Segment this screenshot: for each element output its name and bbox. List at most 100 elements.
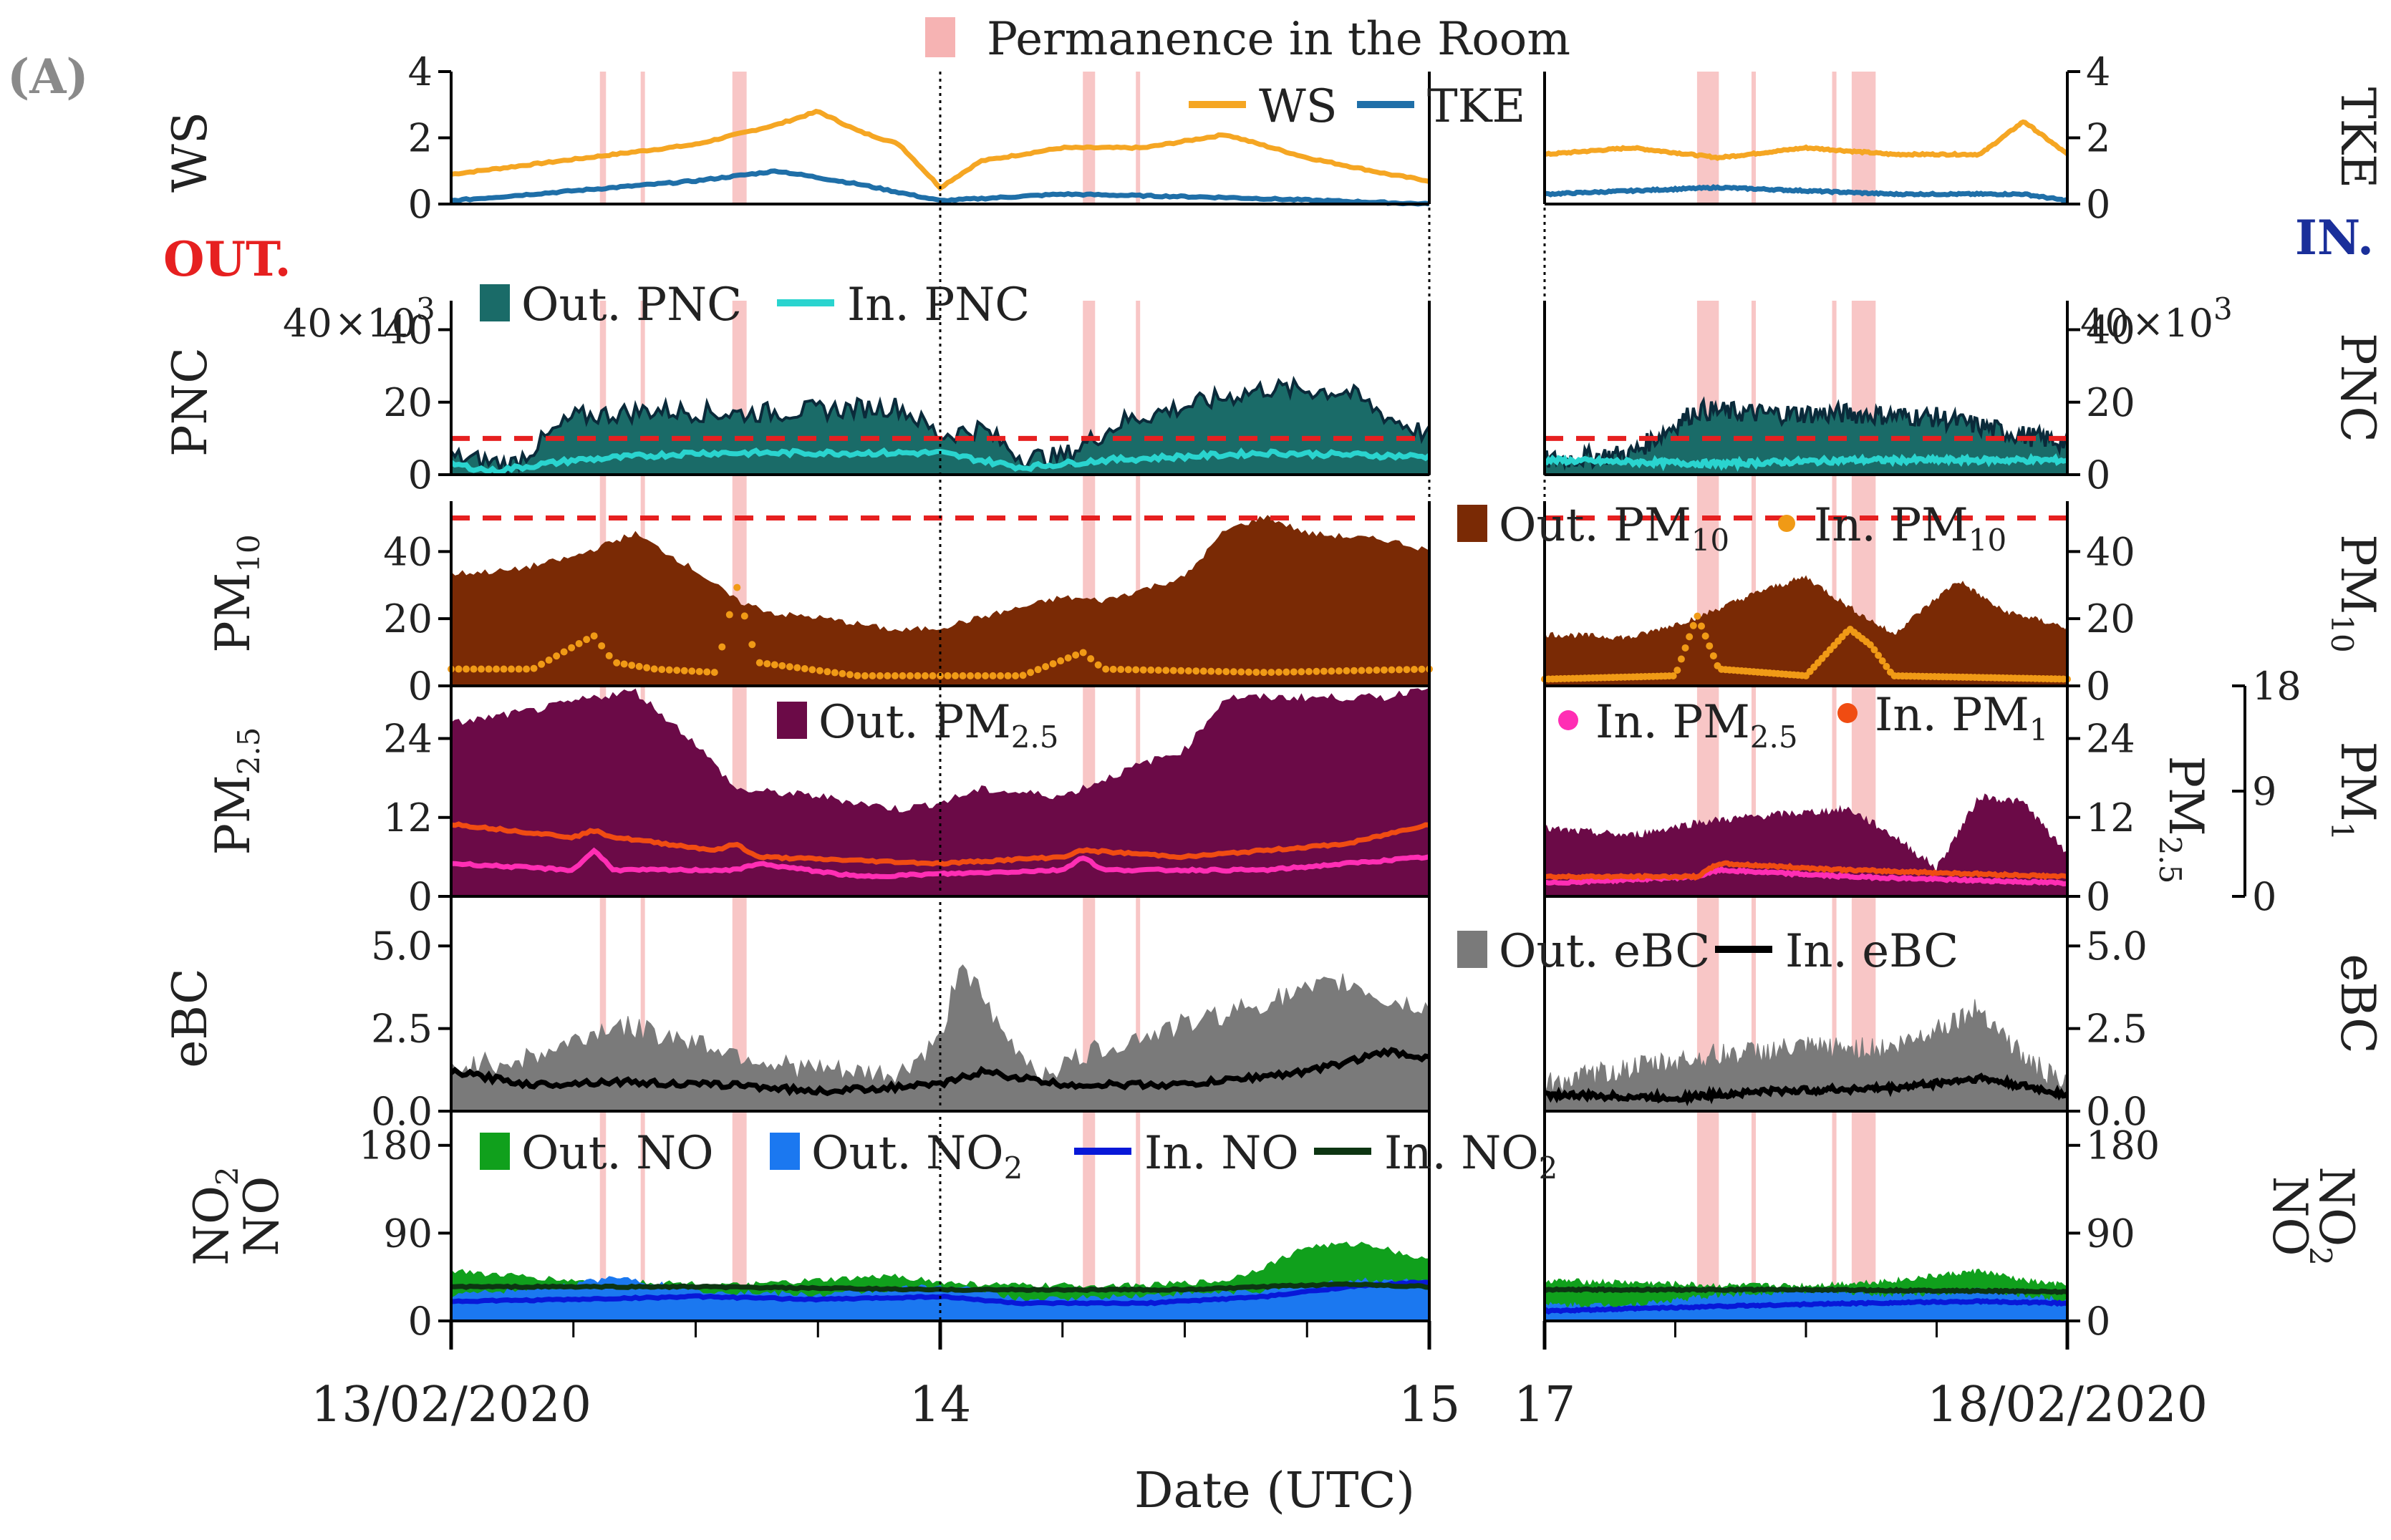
series-pm10-1-clipL-pt	[710, 669, 718, 677]
ytick-label-pnc-1: 20	[383, 380, 433, 425]
series-pm10-1-clipL-pt	[598, 642, 606, 650]
ylabel-right-ebc: eBC	[2330, 954, 2385, 1053]
pnc-mult-1: ×103	[2132, 291, 2233, 346]
legend-label-pm10-1: In. PM10	[1814, 499, 2006, 558]
ytick-label-pm10-1: 20	[383, 596, 433, 641]
series-pm10-1-clipL-pt	[515, 665, 523, 673]
ytick-right-label-ws-0: 0	[2086, 182, 2110, 227]
series-pm10-1-clipL-pt	[1252, 668, 1260, 676]
series-pm10-0-clipR	[1545, 575, 2067, 687]
ytick-right-label-pnc-0: 0	[2086, 452, 2110, 498]
series-pm10-1-clipR-pt	[1875, 652, 1883, 659]
ytick-label-ebc-0: 0.0	[371, 1089, 433, 1134]
series-pm10-1-clipL-pt	[899, 672, 907, 679]
ytick-right-label-no-1: 90	[2086, 1211, 2135, 1256]
series-pm10-1-clipL-pt	[959, 672, 967, 679]
xtick-label-1: 14	[909, 1377, 972, 1433]
series-pm10-1-clipL-pt	[733, 583, 741, 591]
series-pm10-1-clipL-pt	[478, 665, 486, 673]
series-pm10-1-clipL-pt	[1109, 665, 1117, 673]
series-pm10-1-clipL-pt	[1154, 667, 1162, 674]
series-pm10-1-clipL-pt	[1019, 672, 1027, 679]
series-pm10-1-clipL-pt	[914, 672, 922, 679]
series-pm10-1-clipL-pt	[650, 665, 658, 673]
series-pm10-1-clipL-pt	[560, 648, 568, 656]
ytick-right-label-no-2: 180	[2086, 1123, 2160, 1168]
series-pm10-1-clipL-pt	[1343, 667, 1351, 674]
series-pm25-1-clipR	[1545, 866, 2067, 887]
permanence-band-6-1	[1751, 301, 1757, 1321]
xtick-label-2: 15	[1399, 1377, 1461, 1433]
series-pm10-1-clipL-pt	[1237, 668, 1245, 676]
legend-label-ws-1: TKE	[1427, 80, 1525, 133]
ytick-right-label-no-0: 0	[2086, 1299, 2110, 1344]
series-pm10-1-clipL-pt	[1072, 651, 1080, 659]
series-pm10-1-clipL-pt	[967, 672, 975, 679]
permanence-band-8-0	[1851, 72, 1876, 204]
permanence-band-2-0	[732, 72, 747, 204]
ytick-pm1-label-1: 9	[2252, 769, 2276, 814]
ylabel-pnc: PNC	[163, 347, 218, 457]
xtick-label-0: 13/02/2020	[311, 1377, 591, 1433]
permanence-band-7-1	[1832, 301, 1837, 1321]
series-pm10-1-clipL-pt	[1064, 654, 1072, 662]
legend-marker-pm10-1	[1778, 515, 1795, 532]
series-pm10-1-clipL-pt	[1380, 666, 1388, 674]
axes-frames	[438, 70, 2246, 1350]
series-pm10-1-clipL-pt	[1042, 663, 1050, 671]
legend-label-pnc-1: In. PNC	[847, 279, 1030, 331]
series-pm10-1-clipL-pt	[695, 667, 703, 675]
legend-marker-no-1	[770, 1133, 800, 1170]
series-pm10-1-clipL-pt	[1057, 657, 1065, 665]
series-pm10-1-clipL-pt	[1184, 667, 1192, 674]
series-pm10-1-clipL-pt	[763, 660, 771, 668]
ytick-right-label-ws-2: 4	[2086, 49, 2110, 95]
ytick-label-pm25-1: 12	[383, 795, 433, 841]
series-pm10-1-clipR-pt	[1669, 672, 1677, 679]
series-no-2-clipR	[1545, 1298, 2067, 1315]
series-pm10-1-clipL-pt	[628, 662, 636, 669]
legend-marker-pm25-1	[1558, 710, 1578, 730]
series-ebc-0-clipR	[1545, 999, 2067, 1112]
legend-label-no-0: Out. NO	[521, 1127, 714, 1180]
ylabel-ws: WS	[163, 112, 218, 193]
ytick-label-pm25-2: 24	[383, 717, 433, 762]
series-pm10-1-clipL-pt	[771, 661, 778, 669]
top-legend-swatch	[925, 17, 955, 57]
xtick-label-4: 18/02/2020	[1927, 1377, 2208, 1433]
ytick-right-label-ebc-0: 0.0	[2086, 1089, 2148, 1134]
series-pm10-1-clipL-pt	[643, 664, 651, 672]
series-pm10-1-clipL-pt	[1335, 667, 1343, 675]
series-pm10-1-clipL-pt	[1350, 667, 1358, 674]
series-pm10-1-clipL-pt	[997, 672, 1005, 679]
series-pm10-1-clipL-pt	[718, 643, 726, 651]
series-pm10-1-clipL-pt	[1139, 666, 1147, 674]
series-pm10-1-clipL-pt	[1328, 667, 1335, 675]
series-pm10-1-clipL-pt	[876, 672, 884, 679]
ytick-label-pm25-0: 0	[408, 874, 433, 919]
series-pm10-1-clipL-pt	[620, 660, 628, 668]
ytick-label-ws-2: 4	[408, 49, 433, 95]
legend-marker-pm25-2	[1837, 703, 1858, 723]
ylabel-right2-pm25: PM1	[2324, 742, 2385, 841]
series-pm10-1-clipL-pt	[816, 667, 823, 674]
series-pm10-1-clipR-pt	[1677, 655, 1685, 663]
series-pm10-1-clipL-pt	[801, 664, 808, 672]
ylabel-pm10: PM10	[206, 534, 266, 652]
series-pm10-1-clipL-pt	[523, 665, 531, 673]
series-pm10-1-clipL-pt	[1298, 668, 1305, 676]
series-pm10-1-clipL-pt	[1290, 668, 1298, 676]
ytick-label-ebc-1: 2.5	[371, 1007, 433, 1052]
series-pm10-1-clipL-pt	[665, 666, 673, 674]
legend-label-pm25-0: Out. PM2.5	[818, 696, 1058, 755]
ylabel-right-pnc: PNC	[2330, 333, 2385, 442]
ytick-label-ws-1: 2	[408, 116, 433, 161]
series-pm10-1-clipL-pt	[1079, 649, 1087, 657]
series-pm10-1-clipR-pt	[1681, 644, 1689, 652]
pnc-mult-value-0: 40	[283, 301, 332, 346]
ytick-label-pnc-0: 0	[408, 452, 433, 498]
ytick-label-no-2: 180	[359, 1123, 433, 1168]
series-pm10-1-clipL-pt	[740, 612, 748, 620]
series-pm10-1-clipL-pt	[1027, 669, 1035, 677]
